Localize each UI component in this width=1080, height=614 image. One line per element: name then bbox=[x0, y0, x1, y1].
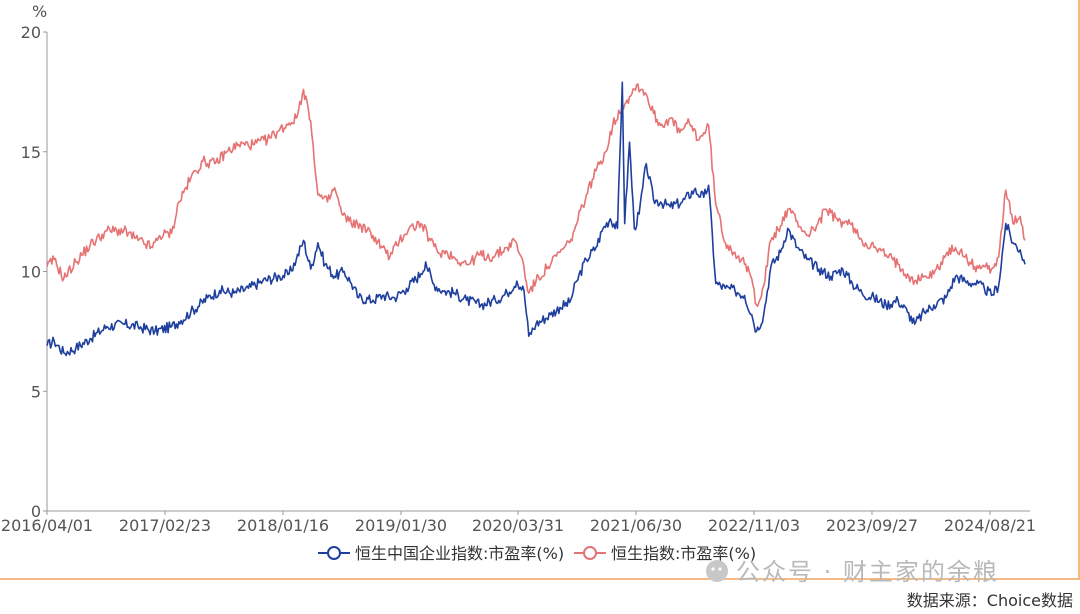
x-tick-label: 2018/01/16 bbox=[237, 516, 329, 535]
x-tick-label: 2020/03/31 bbox=[472, 516, 564, 535]
y-unit-label: % bbox=[32, 2, 47, 21]
y-tick-label: 10 bbox=[21, 263, 41, 282]
watermark-text: 公众号 · 财主家的余粮 bbox=[736, 558, 999, 586]
y-tick-label: 15 bbox=[21, 143, 41, 162]
x-tick-label: 2023/09/27 bbox=[826, 516, 918, 535]
x-tick-label: 2016/04/01 bbox=[1, 516, 93, 535]
legend: 恒生中国企业指数:市盈率(%) 恒生指数:市盈率(%) bbox=[318, 544, 756, 563]
legend-label-hscei: 恒生中国企业指数:市盈率(%) bbox=[355, 544, 564, 563]
wechat-icon bbox=[706, 560, 728, 582]
x-tick-label: 2024/08/21 bbox=[944, 516, 1036, 535]
series-line-hsi bbox=[46, 83, 1026, 307]
y-tick-label: 0 bbox=[31, 502, 41, 521]
x-tick-label: 2017/02/23 bbox=[119, 516, 211, 535]
legend-marker-hscei bbox=[327, 546, 341, 560]
watermark: 公众号 · 财主家的余粮 bbox=[706, 558, 999, 586]
x-tick-label: 2019/01/30 bbox=[355, 516, 447, 535]
source-note: 数据来源：Choice数据 bbox=[907, 591, 1073, 610]
series-line-hscei bbox=[46, 81, 1026, 357]
x-tick-label: 2021/06/30 bbox=[590, 516, 682, 535]
legend-marker-hsi bbox=[583, 546, 597, 560]
legend-label-hsi: 恒生指数:市盈率(%) bbox=[611, 544, 756, 563]
y-tick-label: 20 bbox=[21, 23, 41, 42]
y-tick-label: 5 bbox=[31, 382, 41, 401]
x-tick-label: 2022/11/03 bbox=[708, 516, 800, 535]
